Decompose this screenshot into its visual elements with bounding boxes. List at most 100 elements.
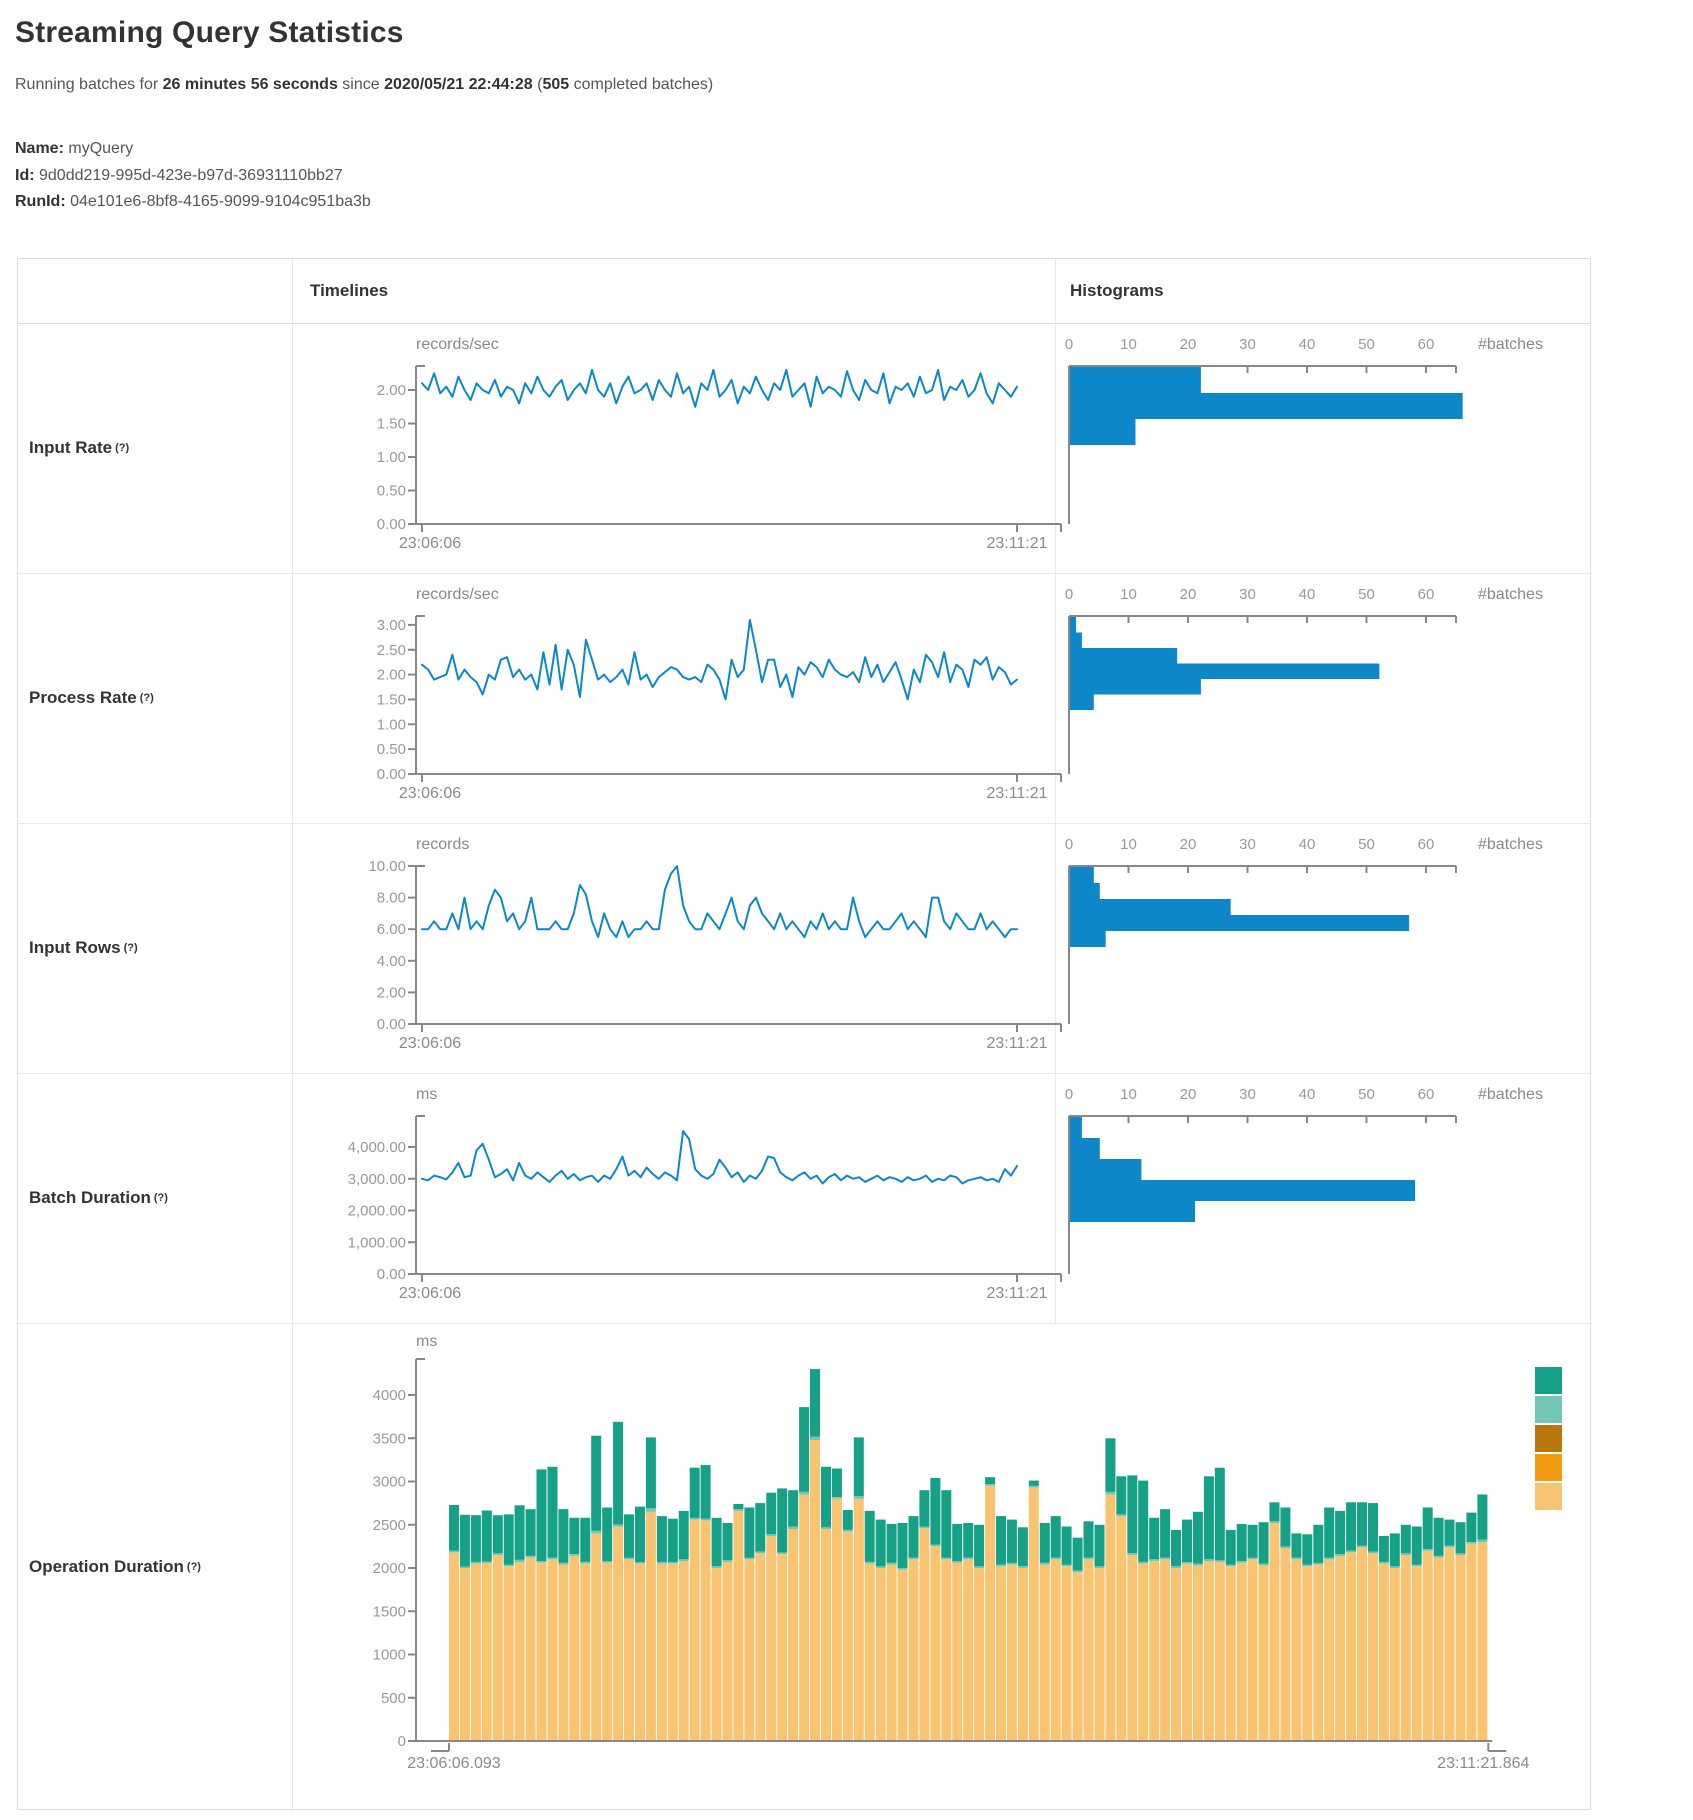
timeline-y-tick-label: 4.00 [377,953,406,970]
opduration-bar-segment [1149,1517,1160,1560]
opduration-bar-segment [722,1561,733,1741]
row-divider [18,1073,1590,1074]
timeline-x-start-label: 23:06:06 [399,785,461,802]
summary-prefix: Running batches for [15,76,163,93]
opduration-bar-segment [470,1515,481,1562]
opduration-bar-segment [547,1559,558,1741]
opduration-bar-segment [449,1552,459,1741]
opduration-bar-segment [569,1554,580,1556]
opduration-bar-segment [1346,1502,1357,1551]
summary-batch-count: 505 [542,76,570,93]
opduration-bar-segment [602,1562,613,1741]
opduration-y-tick-label: 3500 [373,1430,406,1447]
opduration-bar-segment [1389,1533,1400,1567]
opduration-bar-segment [1182,1561,1192,1564]
opduration-bar-segment [656,1563,667,1741]
batch-duration-timeline-and-histogram-chart: ms 4,000.00 3,000.00 2,000.00 1,000.00 0.00 23… [348,1086,1543,1302]
timeline-x-end-label: 23:11:21 [986,1035,1047,1052]
opduration-bar-segment [678,1559,689,1562]
opduration-bar-segment [1247,1557,1258,1560]
opduration-bar-segment [1127,1553,1138,1555]
opduration-y-tick-label: 500 [381,1690,406,1707]
input-rows-help-icon[interactable]: (?) [123,942,138,954]
timeline-unit-label: records/sec [416,336,499,353]
opduration-y-tick-label: 3000 [373,1474,406,1491]
opduration-bar-segment [1061,1566,1072,1741]
histogram-x-tick-label: 60 [1418,586,1435,603]
opduration-bar-segment [1378,1563,1389,1741]
opduration-bar-segment [1433,1555,1444,1558]
opduration-bar-segment [1017,1568,1028,1741]
legend-swatch-5 [1535,1483,1562,1510]
query-id-row: Id: 9d0dd219-995d-423e-b97d-36931110bb27 [15,167,343,185]
opduration-bar-segment [1214,1560,1225,1562]
opduration-bar-segment [1357,1547,1367,1741]
histogram-bar [1070,883,1100,899]
opduration-bar-segment [580,1563,591,1741]
opduration-bar-segment [492,1555,503,1741]
opduration-bar-segment [744,1559,755,1741]
opduration-bar-segment [645,1437,656,1509]
opduration-bar-segment [842,1510,853,1530]
opduration-bar-segment [941,1490,952,1558]
timeline-y-tick-label: 4,000.00 [348,1139,406,1156]
timeline-y-tick-label: 0.00 [377,1016,406,1033]
histogram-x-tick-label: 0 [1065,1086,1073,1103]
query-id-value: 9d0dd219-995d-423e-b97d-36931110bb27 [39,167,343,184]
opduration-bar-segment [1444,1519,1455,1546]
opduration-bar-segment [1236,1562,1247,1741]
timeline-x-start-label: 23:06:06 [399,535,461,552]
timeline-x-end-label: 23:11:21 [986,535,1047,552]
timeline-x-start-label: 23:06:06 [399,1035,461,1052]
opduration-bar-segment [1378,1536,1389,1562]
histogram-x-tick-label: 60 [1418,1086,1435,1103]
opduration-bar-segment [996,1564,1006,1567]
opduration-bar-segment [503,1566,514,1741]
opduration-bar-segment [1116,1514,1127,1517]
opduration-bar-segment [591,1530,602,1534]
histogram-x-tick-label: 10 [1120,836,1137,853]
opduration-bar-segment [1433,1557,1444,1741]
input-rate-help-icon[interactable]: (?) [115,442,130,454]
opduration-bar-segment [1422,1507,1433,1549]
opduration-bar-segment [656,1516,667,1562]
opduration-bar-segment [1477,1542,1488,1741]
legend-swatch-2 [1535,1396,1562,1423]
timeline-data-line [421,618,1018,701]
opduration-bar-segment [1335,1554,1346,1556]
histogram-bar [1070,663,1380,679]
opduration-bar-segment [624,1557,634,1560]
histogram-bar [1070,1180,1416,1201]
opduration-bar-segment [689,1519,700,1741]
opduration-bar-segment [1225,1564,1236,1567]
opduration-bar-segment [864,1563,875,1741]
opduration-bar-segment [963,1557,974,1560]
timeline-y-tick-label: 3,000.00 [348,1171,406,1188]
opduration-bar-segment [974,1524,985,1567]
opduration-bar-segment [842,1531,853,1741]
opduration-y-tick-label: 4000 [373,1387,406,1404]
opduration-bar-segment [744,1507,755,1558]
opduration-bar-segment [558,1509,569,1563]
batch-duration-help-icon[interactable]: (?) [153,1192,168,1204]
opduration-bar-segment [1291,1557,1302,1560]
opduration-bar-segment [569,1555,580,1741]
histogram-bar [1070,1117,1082,1138]
opduration-bar-segment [1466,1512,1477,1542]
opduration-bar-segment [1149,1559,1160,1562]
opduration-bar-segment [602,1561,613,1563]
histogram-x-tick-label: 0 [1065,836,1073,853]
process-rate-help-icon[interactable]: (?) [139,692,154,704]
opduration-bar-segment [799,1407,810,1492]
row-label-input-rows: Input Rows (?) [29,938,138,957]
opduration-bar-segment [985,1477,996,1485]
histogram-x-tick-label: 60 [1418,836,1435,853]
query-id-label: Id: [15,167,35,184]
opduration-bar-segment [886,1562,897,1565]
row-label-process-rate: Process Rate (?) [29,688,154,707]
operation-duration-help-icon[interactable]: (?) [186,1561,201,1573]
opduration-bar-segment [1258,1565,1269,1741]
opduration-bar-segment [1269,1502,1280,1522]
opduration-bar-segment [1368,1553,1378,1741]
opduration-bar-segment [514,1561,525,1741]
